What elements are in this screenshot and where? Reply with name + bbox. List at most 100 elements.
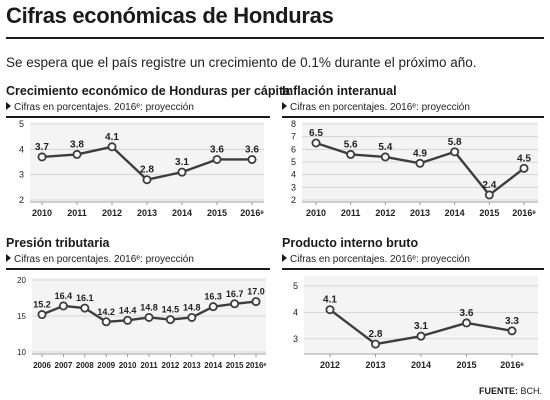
data-label: 3.6: [460, 308, 474, 319]
panel-growth: Crecimiento económico de Honduras per cá…: [6, 84, 290, 113]
data-label: 14.5: [162, 305, 180, 315]
data-label: 16.4: [55, 291, 73, 301]
x-tick-label: 2016ᵉ: [246, 361, 267, 370]
x-tick-label: 2011: [67, 208, 87, 218]
panel-tax: Presión tributaria Cifras en porcentajes…: [6, 236, 270, 265]
chart-gdp: 3 4 5 2012 4.1 2013 2.8 2014 3.1 2015 3.6 2016ᵉ 3.3: [293, 276, 538, 370]
data-label: 15.2: [33, 300, 51, 310]
y-tick-label: 10: [17, 348, 26, 357]
data-label: 5.8: [448, 137, 462, 148]
data-point: [212, 154, 222, 164]
x-tick-label: 2014: [204, 361, 222, 370]
data-point: [123, 315, 133, 325]
x-tick-label: 2014: [445, 208, 465, 218]
x-tick-label: 2014: [411, 360, 431, 370]
data-label: 16.3: [204, 292, 222, 302]
data-label: 14.8: [183, 302, 201, 312]
data-label: 4.5: [517, 153, 531, 164]
x-tick-label: 2012: [162, 361, 180, 370]
x-tick-label: 2009: [97, 361, 115, 370]
data-label: 3.1: [175, 157, 189, 168]
panel-inflation: Inflación interanual Cifras en porcentaj…: [282, 84, 544, 113]
data-point: [72, 149, 82, 159]
plot-area: [304, 276, 538, 354]
x-tick-label: 2012: [320, 360, 340, 370]
source-note: FUENTE: BCH.: [478, 386, 542, 396]
data-point: [346, 149, 356, 159]
data-label: 3.8: [70, 139, 84, 150]
x-tick-label: 2012: [375, 208, 395, 218]
panel-note: Cifras en porcentajes. 2016ᵉ: proyección: [282, 254, 544, 265]
x-tick-label: 2007: [55, 361, 73, 370]
x-tick-label: 2016ᵉ: [240, 208, 264, 218]
data-point: [177, 167, 187, 177]
x-tick-label: 2015: [479, 208, 499, 218]
panel-rule: [6, 268, 270, 270]
y-tick-label: 4: [19, 144, 24, 154]
data-label: 3.1: [414, 321, 428, 332]
x-tick-label: 2010: [119, 361, 137, 370]
x-tick-label: 2016ᵉ: [512, 208, 536, 218]
panel-note: Cifras en porcentajes. 2016ᵉ: proyección: [6, 102, 270, 113]
y-tick-label: 2: [291, 195, 296, 205]
data-label: 16.1: [76, 293, 94, 303]
chart-tax: 10 15 20 2006 15.2 2007 16.4 2008 16.1 2009 14.2 20…: [17, 276, 267, 370]
plot-area: [30, 122, 264, 202]
data-label: 3.7: [35, 142, 49, 153]
data-label: 2.8: [140, 165, 154, 176]
data-point: [461, 318, 471, 328]
y-tick-label: 3: [293, 334, 298, 344]
y-tick-label: 4: [291, 170, 296, 180]
data-label: 4.9: [413, 148, 427, 159]
x-tick-label: 2012: [102, 208, 122, 218]
data-point: [251, 297, 261, 307]
data-label: 3.3: [505, 316, 519, 327]
x-tick-label: 2015: [207, 208, 227, 218]
panel-title: Inflación interanual: [282, 84, 397, 98]
data-label: 16.7: [226, 289, 244, 299]
x-tick-label: 2011: [140, 361, 158, 370]
panel-note: Cifras en porcentajes. 2016ᵉ: proyección: [6, 254, 270, 265]
data-point: [37, 310, 47, 320]
y-tick-label: 2: [19, 195, 24, 205]
panel-note: Cifras en porcentajes. 2016ᵉ: proyección: [282, 102, 544, 113]
data-point: [507, 326, 517, 336]
panel-title: Producto interno bruto: [282, 236, 419, 250]
x-tick-label: 2016ᵉ: [500, 360, 524, 370]
chart-inflation: 2 3 4 5 6 7 8 2010 6.5 2011 5.6 2012 5.4 2013 4.9 2014 5…: [291, 119, 538, 218]
data-label: 14.2: [97, 307, 115, 317]
data-label: 3.6: [245, 144, 259, 155]
y-tick-label: 3: [19, 170, 24, 180]
title-rule: [6, 37, 544, 39]
y-tick-label: 4: [293, 307, 298, 317]
data-point: [380, 152, 390, 162]
panel-rule: [282, 116, 544, 118]
x-tick-label: 2015: [456, 360, 476, 370]
y-tick-label: 3: [291, 182, 296, 192]
data-label: 17.0: [247, 287, 265, 297]
x-tick-label: 2010: [306, 208, 326, 218]
page-title: Cifras económicas de Honduras: [6, 3, 334, 28]
data-label: 14.8: [140, 302, 158, 312]
y-tick-label: 20: [17, 276, 26, 285]
x-tick-label: 2006: [33, 361, 51, 370]
triangle-icon: [282, 102, 287, 110]
data-point: [142, 175, 152, 185]
data-point: [144, 312, 154, 322]
y-tick-label: 6: [291, 144, 296, 154]
data-label: 4.1: [105, 132, 119, 143]
panel-title: Presión tributaria: [6, 236, 110, 250]
panel-rule: [6, 116, 270, 118]
data-point: [165, 315, 175, 325]
x-tick-label: 2008: [76, 361, 94, 370]
data-point: [208, 302, 218, 312]
y-tick-label: 5: [291, 157, 296, 167]
data-point: [450, 147, 460, 157]
panel-rule: [282, 268, 544, 270]
data-label: 2.4: [482, 180, 496, 191]
x-tick-label: 2013: [183, 361, 201, 370]
data-point: [247, 154, 257, 164]
data-point: [311, 138, 321, 148]
y-tick-label: 7: [291, 132, 296, 142]
x-tick-label: 2014: [172, 208, 192, 218]
